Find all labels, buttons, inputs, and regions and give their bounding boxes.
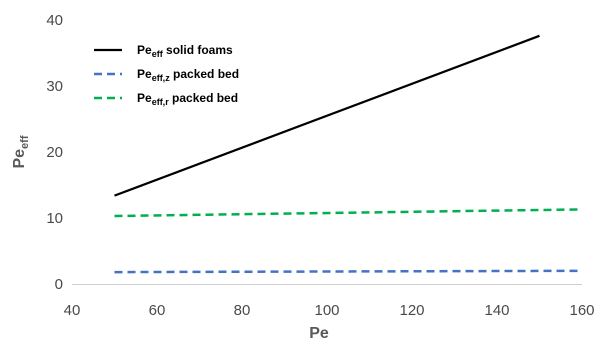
series-line-1: [114, 34, 540, 197]
x-tick-label: 160: [569, 302, 594, 319]
x-tick-label: 120: [399, 302, 424, 319]
x-tick-label: 40: [64, 302, 81, 319]
x-tick-label: 140: [484, 302, 509, 319]
series-lines: [114, 34, 583, 274]
legend-entry-1: Peeff solid foams: [137, 43, 233, 59]
x-tick-label: 100: [314, 302, 339, 319]
legend-entry-2: Peeff,z packed bed: [137, 67, 239, 83]
x-tick-label: 60: [149, 302, 166, 319]
x-tick-label: 80: [234, 302, 251, 319]
y-tick-label: 0: [55, 276, 63, 293]
y-tick-label: 40: [46, 12, 63, 29]
y-tick-label: 30: [46, 78, 63, 95]
legend: Peeff solid foams Peeff,z packed bed Peeff…: [94, 43, 239, 107]
y-tick-label: 20: [46, 144, 63, 161]
legend-entry-3: Peeff,r packed bed: [137, 91, 238, 107]
tick-labels: 40 60 80 100 120 140 160 0 10 20 30 40: [46, 12, 594, 319]
series-line-3: [114, 208, 583, 218]
series-line-2: [114, 269, 583, 274]
x-axis-title: Pe: [309, 325, 329, 342]
y-tick-label: 10: [46, 210, 63, 227]
y-axis-title: Peeff: [11, 135, 31, 168]
